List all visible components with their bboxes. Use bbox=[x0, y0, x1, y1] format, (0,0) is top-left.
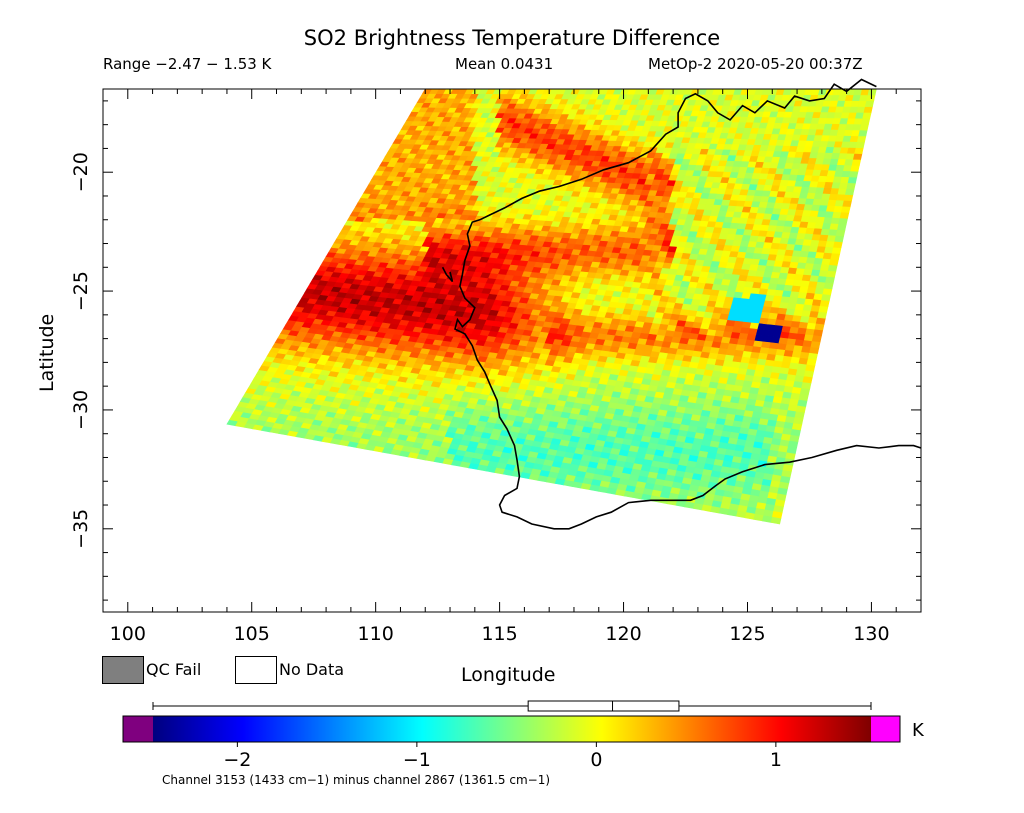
colorbar-unit: K bbox=[912, 720, 924, 741]
no-data-label: No Data bbox=[279, 660, 345, 679]
heatmap-cell bbox=[841, 205, 851, 213]
x-tick-label: 120 bbox=[605, 623, 641, 645]
heatmap-cell bbox=[819, 299, 830, 307]
heatmap-field bbox=[226, 89, 877, 525]
heatmap-cell bbox=[850, 164, 860, 172]
colorbar-tick-label: 1 bbox=[770, 749, 782, 771]
heatmap-cell bbox=[843, 194, 854, 202]
heatmap-cell bbox=[853, 153, 863, 160]
heatmap-cell bbox=[855, 141, 865, 149]
heatmap-cell bbox=[842, 199, 852, 207]
heatmap-cell bbox=[863, 106, 873, 113]
heatmap-cell bbox=[854, 147, 864, 155]
heatmap-cell bbox=[846, 182, 856, 190]
no-data-swatch bbox=[235, 656, 277, 684]
heatmap-cell bbox=[861, 117, 871, 125]
heatmap-cell bbox=[862, 112, 872, 119]
y-tick-label: −20 bbox=[70, 152, 92, 192]
colorbar-tick-label: 0 bbox=[590, 749, 602, 771]
footnote: Channel 3153 (1433 cm−1) minus channel 2… bbox=[162, 773, 551, 787]
colorbar-underflow bbox=[123, 716, 153, 742]
chart-title: SO2 Brightness Temperature Difference bbox=[303, 26, 721, 50]
colorbar-tick-label: −2 bbox=[223, 749, 251, 771]
heatmap-cell bbox=[795, 332, 806, 341]
colorbar-overflow bbox=[871, 716, 900, 742]
x-tick-label: 100 bbox=[110, 623, 146, 645]
heatmap-cell bbox=[822, 287, 833, 296]
heatmap-cell bbox=[851, 158, 862, 166]
range-label: Range −2.47 − 1.53 K bbox=[103, 55, 272, 73]
heatmap-cell bbox=[859, 123, 869, 131]
x-tick-label: 105 bbox=[234, 623, 270, 645]
heatmap-cell bbox=[845, 188, 855, 196]
heatmap-cell bbox=[867, 89, 877, 96]
heatmap-cell bbox=[826, 270, 837, 278]
qc-fail-label: QC Fail bbox=[146, 660, 202, 679]
heatmap-cell bbox=[827, 264, 838, 272]
heatmap-cell bbox=[849, 170, 859, 178]
y-axis-label: Latitude bbox=[36, 313, 58, 392]
x-tick-label: 125 bbox=[729, 623, 765, 645]
mean-label: Mean 0.0431 bbox=[455, 55, 554, 73]
heatmap-cell bbox=[831, 246, 842, 254]
heatmap-cell bbox=[815, 317, 826, 325]
heatmap-cell bbox=[857, 135, 867, 143]
boxplot-box bbox=[527, 700, 680, 712]
satellite-timestamp: MetOp-2 2020-05-20 00:37Z bbox=[648, 55, 863, 73]
heatmap-cell bbox=[829, 258, 839, 266]
heatmap-cell bbox=[837, 223, 847, 231]
heatmap-cell bbox=[825, 276, 835, 284]
heatmap-cell bbox=[834, 235, 845, 243]
heatmap-cell bbox=[817, 311, 828, 319]
x-tick-label: 130 bbox=[853, 623, 889, 645]
x-axis-label: Longitude bbox=[461, 664, 556, 686]
heatmap-cell bbox=[839, 211, 850, 219]
qc-fail-swatch bbox=[102, 656, 144, 684]
heatmap-cell bbox=[789, 326, 800, 334]
heatmap-cell bbox=[830, 252, 841, 260]
heatmap-cell bbox=[833, 240, 843, 249]
heatmap-cell bbox=[864, 100, 875, 107]
heatmap-cell bbox=[818, 305, 829, 313]
colorbar-tick-label: −1 bbox=[403, 749, 431, 771]
heatmap-cell bbox=[813, 328, 824, 337]
heatmap-cell bbox=[858, 129, 868, 137]
y-tick-label: −35 bbox=[70, 509, 92, 549]
x-tick-label: 115 bbox=[481, 623, 517, 645]
heatmap-cell bbox=[866, 94, 876, 102]
heatmap-cell bbox=[823, 281, 834, 290]
y-tick-label: −25 bbox=[70, 271, 92, 311]
heatmap-cell bbox=[821, 293, 832, 301]
x-tick-label: 110 bbox=[358, 623, 394, 645]
colorbar-gradient bbox=[153, 716, 871, 742]
y-tick-label: −30 bbox=[70, 390, 92, 430]
heatmap-cell bbox=[835, 229, 846, 237]
heatmap-cell bbox=[838, 217, 848, 225]
heatmap-cell bbox=[847, 176, 858, 184]
